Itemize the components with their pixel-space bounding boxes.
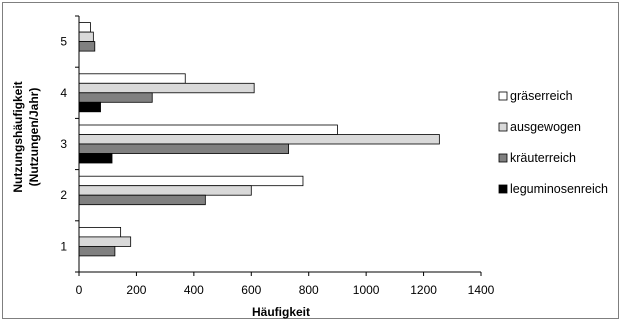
legend-swatch-ausgewogen xyxy=(498,122,508,132)
x-tick-label-0: 0 xyxy=(76,283,83,297)
y-axis-title-line2: (Nutzungen/Jahr) xyxy=(27,88,41,187)
bar-ausgewogen-1 xyxy=(78,236,132,247)
legend-swatch-leguminosenreich xyxy=(498,184,508,194)
x-axis-title: Häufigkeit xyxy=(252,305,310,319)
axes-group xyxy=(75,15,482,276)
x-tick-label-800: 800 xyxy=(299,283,319,297)
ticks-group: 1 2 3 4 5 0 200 400 600 800 1000 1200 1400 xyxy=(60,35,494,297)
bar-kräuterreich-1 xyxy=(78,245,116,257)
legend: gräserreich ausgewogen kräuterreich legumin… xyxy=(498,89,608,196)
bars-group xyxy=(78,22,440,257)
bar-gräserreich-3 xyxy=(78,124,338,135)
bar-gräserreich-2 xyxy=(78,175,304,187)
y-axis-title-line1: Nutzungshäufigkeit xyxy=(11,81,25,192)
bar-kräuterreich-5 xyxy=(78,41,96,52)
legend-label-leguminosenreich: leguminosenreich xyxy=(510,182,608,196)
bar-kräuterreich-3 xyxy=(78,143,290,154)
bar-kräuterreich-2 xyxy=(78,194,206,206)
legend-swatch-gräserreich xyxy=(498,91,508,101)
x-tick-label-1400: 1400 xyxy=(468,283,495,297)
y-tick-label-4: 4 xyxy=(60,86,67,100)
y-tick-label-5: 5 xyxy=(60,35,67,49)
bar-gräserreich-5 xyxy=(78,22,91,33)
bar-leguminosenreich-4 xyxy=(78,101,101,113)
x-tick-label-400: 400 xyxy=(184,283,204,297)
bar-leguminosenreich-3 xyxy=(78,153,113,164)
x-tick-label-1200: 1200 xyxy=(410,283,437,297)
bar-ausgewogen-4 xyxy=(78,82,255,94)
x-tick-label-600: 600 xyxy=(241,283,261,297)
bar-gräserreich-4 xyxy=(78,73,186,84)
y-tick-label-3: 3 xyxy=(60,137,67,151)
legend-label-ausgewogen: ausgewogen xyxy=(510,120,581,134)
legend-label-kräuterreich: kräuterreich xyxy=(510,151,576,165)
x-tick-label-1000: 1000 xyxy=(353,283,380,297)
y-tick-label-2: 2 xyxy=(60,188,67,202)
bar-ausgewogen-5 xyxy=(78,31,94,42)
y-tick-label-1: 1 xyxy=(60,239,67,253)
bar-ausgewogen-2 xyxy=(78,185,252,196)
bar-kräuterreich-4 xyxy=(78,92,153,103)
bar-gräserreich-1 xyxy=(78,226,122,238)
legend-label-gräserreich: gräserreich xyxy=(510,89,573,103)
x-tick-label-200: 200 xyxy=(126,283,146,297)
bar-ausgewogen-3 xyxy=(78,134,440,145)
legend-swatch-kräuterreich xyxy=(498,153,508,163)
